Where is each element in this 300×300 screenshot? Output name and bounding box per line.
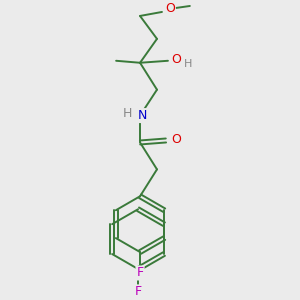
Text: F: F bbox=[136, 266, 144, 280]
Text: O: O bbox=[171, 53, 181, 66]
Text: F: F bbox=[134, 285, 142, 298]
Text: O: O bbox=[165, 2, 175, 16]
Text: H: H bbox=[184, 59, 192, 69]
Text: N: N bbox=[137, 109, 147, 122]
Text: O: O bbox=[171, 133, 181, 146]
Text: H: H bbox=[122, 107, 132, 120]
